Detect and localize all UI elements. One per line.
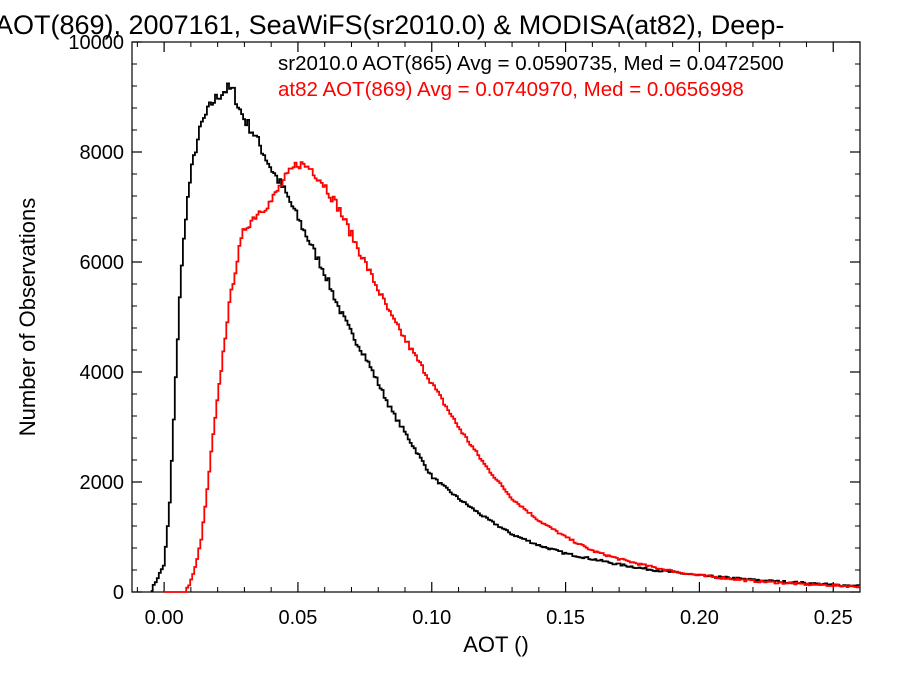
legend-entry-at82: at82 AOT(869) Avg = 0.0740970, Med = 0.0… — [278, 78, 744, 101]
series-line-0 — [150, 82, 861, 592]
y-tick-label: 4000 — [80, 362, 125, 384]
x-tick-label: 0.15 — [546, 607, 585, 629]
chart-title: AOT(869), 2007161, SeaWiFS(sr2010.0) & M… — [0, 10, 784, 40]
x-axis-label: AOT () — [463, 632, 529, 657]
y-tick-label: 0 — [113, 582, 124, 604]
y-tick-label: 8000 — [80, 142, 125, 164]
y-axis-label: Number of Observations — [15, 198, 40, 436]
y-tick-label: 2000 — [80, 472, 125, 494]
legend-entry-sr2010: sr2010.0 AOT(865) Avg = 0.0590735, Med =… — [278, 52, 784, 75]
x-tick-label: 0.10 — [412, 607, 451, 629]
y-tick-label: 6000 — [80, 252, 125, 274]
plot-frame — [131, 41, 861, 593]
axis-ticks: 0.00 0.05 0.10 0.15 0.20 0.25 0 2000 4000 6000 800… — [68, 32, 861, 629]
series-line-1 — [164, 161, 860, 593]
y-tick-label: 10000 — [68, 32, 124, 54]
x-tick-label: 0.20 — [680, 607, 719, 629]
x-tick-label: 0.25 — [814, 607, 853, 629]
x-tick-label: 0.05 — [278, 607, 317, 629]
x-tick-label: 0.00 — [145, 607, 184, 629]
series-layer — [150, 82, 861, 593]
